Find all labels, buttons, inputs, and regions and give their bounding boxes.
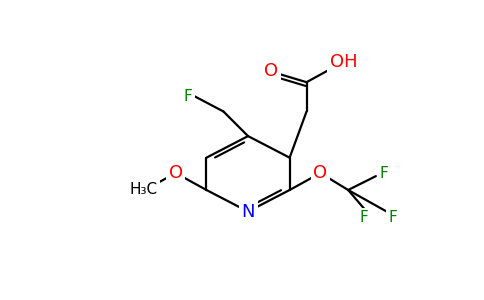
Text: OH: OH: [330, 53, 357, 71]
Text: O: O: [313, 164, 328, 182]
Text: O: O: [264, 62, 278, 80]
Text: F: F: [359, 210, 368, 225]
Text: O: O: [168, 164, 183, 182]
Text: F: F: [183, 88, 192, 104]
Text: F: F: [389, 210, 397, 225]
Text: H₃C: H₃C: [129, 182, 157, 197]
Text: N: N: [242, 202, 255, 220]
Text: F: F: [379, 166, 388, 181]
